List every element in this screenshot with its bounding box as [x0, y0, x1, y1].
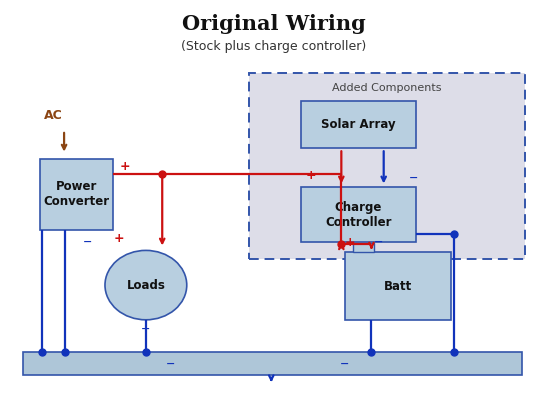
FancyBboxPatch shape [301, 187, 416, 242]
Text: +: + [120, 160, 130, 173]
Text: Charge
Controller: Charge Controller [326, 201, 392, 229]
FancyBboxPatch shape [345, 252, 451, 320]
Ellipse shape [105, 250, 187, 320]
Text: Power
Converter: Power Converter [43, 180, 110, 208]
Text: −: − [141, 324, 151, 334]
Text: AC: AC [44, 109, 62, 122]
Text: +: + [306, 169, 317, 182]
FancyBboxPatch shape [39, 159, 113, 230]
FancyBboxPatch shape [23, 353, 522, 375]
Text: Loads: Loads [127, 279, 165, 291]
Bar [353, 243, 374, 252]
Text: +: + [113, 232, 124, 245]
Text: Original Wiring: Original Wiring [182, 14, 366, 34]
Text: Added Components: Added Components [333, 83, 442, 93]
Text: −: − [82, 236, 92, 247]
Text: +: + [344, 236, 355, 249]
FancyBboxPatch shape [301, 102, 416, 148]
Text: Batt: Batt [384, 279, 412, 293]
Text: Solar Array: Solar Array [321, 118, 396, 132]
Text: −: − [409, 173, 418, 183]
Text: −: − [165, 359, 175, 369]
Text: −: − [340, 359, 350, 369]
Text: −: − [374, 237, 384, 247]
Text: (Stock plus charge controller): (Stock plus charge controller) [181, 40, 367, 53]
FancyBboxPatch shape [249, 73, 525, 259]
